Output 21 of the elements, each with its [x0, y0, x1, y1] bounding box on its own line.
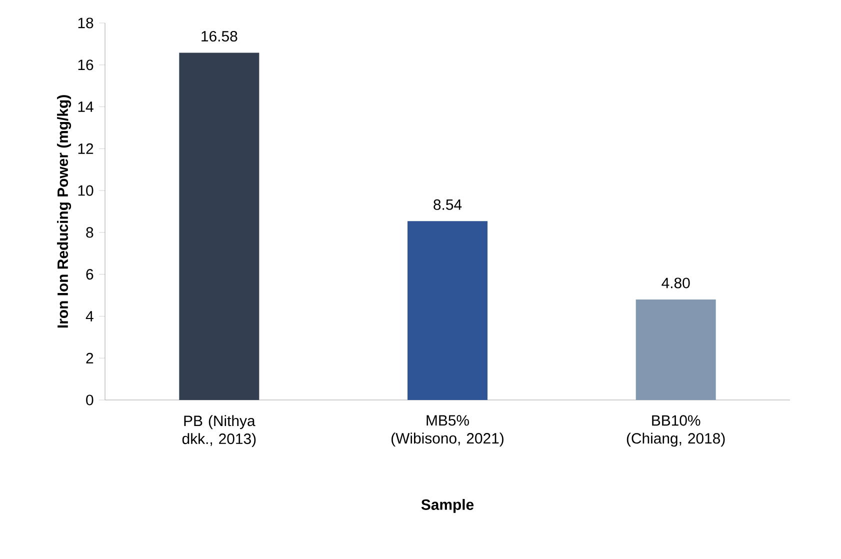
- bar: [408, 221, 488, 400]
- bar: [179, 52, 260, 400]
- y-axis-title: Iron Ion Reducing Power (mg/kg): [57, 95, 72, 328]
- y-tick-label: 6: [86, 269, 94, 280]
- x-tick-label: MB5% (Wibisono, 2021): [392, 415, 504, 447]
- x-axis-title: Sample: [421, 498, 474, 513]
- y-tick-label: 16: [78, 60, 94, 70]
- x-tick-label: BB10% (Chiang, 2018): [626, 415, 725, 447]
- y-tick-label: 0: [86, 394, 94, 406]
- y-tick-label: 18: [78, 18, 94, 28]
- y-tick-label: 8: [86, 227, 94, 238]
- bar: [636, 299, 716, 400]
- data-label: 4.80: [662, 278, 690, 288]
- data-label: 8.54: [434, 199, 462, 210]
- y-tick-label: 4: [86, 311, 94, 322]
- y-tick-label: 10: [78, 185, 94, 196]
- data-label: 16.58: [202, 30, 238, 42]
- y-tick-label: 12: [78, 143, 94, 154]
- y-tick-label: 14: [78, 102, 94, 112]
- x-tick-label: PB (Nithya dkk., 2013): [182, 415, 256, 448]
- y-tick-label: 2: [86, 352, 94, 364]
